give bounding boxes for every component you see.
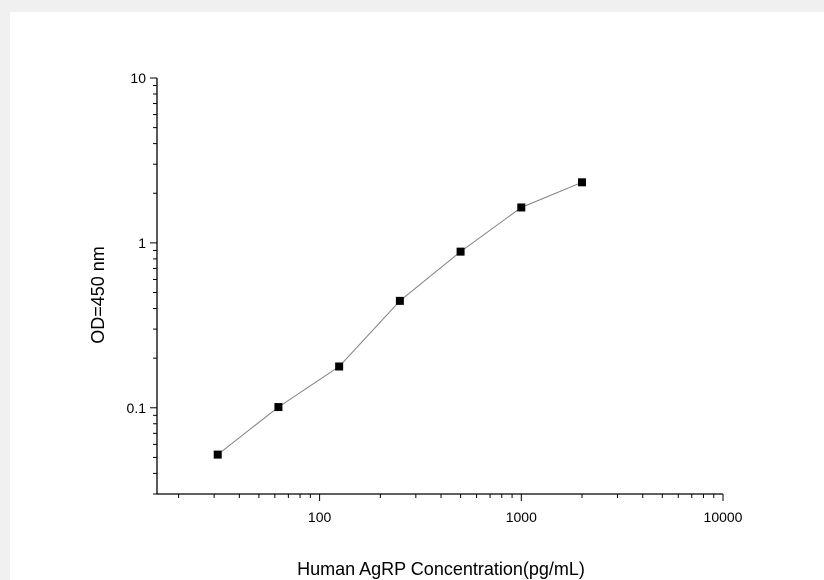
data-point: [213, 450, 222, 459]
y-tick-label: 10: [130, 70, 146, 86]
ticks: 100 1000 10000 0.1 1 10: [127, 70, 743, 525]
data-point: [274, 403, 283, 412]
data-point: [395, 296, 404, 305]
data-point: [456, 247, 465, 256]
y-axis-title: OD=450 nm: [88, 246, 108, 344]
series: [213, 178, 587, 459]
data-point: [517, 203, 526, 212]
data-point: [335, 362, 344, 371]
x-tick-label: 100: [308, 509, 332, 525]
series-line: [217, 181, 583, 455]
x-tick-label: 10000: [704, 509, 743, 525]
chart-frame: [10, 12, 824, 580]
x-tick-label: 1000: [506, 509, 537, 525]
x-axis-title: Human AgRP Concentration(pg/mL): [297, 559, 585, 579]
axes: [156, 78, 723, 495]
y-tick-label: 0.1: [127, 400, 147, 416]
data-point: [578, 178, 587, 187]
y-tick-label: 1: [138, 235, 146, 251]
